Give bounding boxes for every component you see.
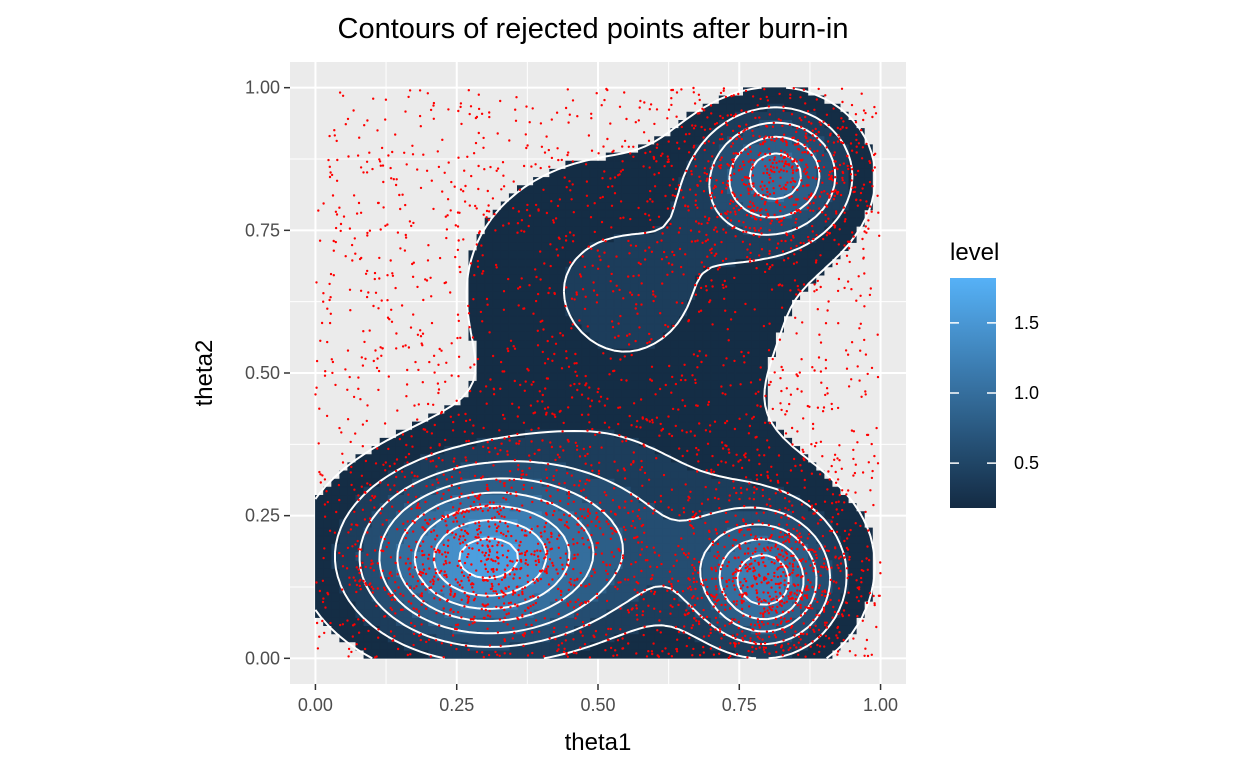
x-tick-label-3: 0.75 — [722, 695, 757, 715]
chart-title: Contours of rejected points after burn-i… — [338, 13, 849, 45]
contour-line-0 — [314, 86, 877, 660]
y-tick-label-4: 1.00 — [245, 78, 280, 98]
x-axis-title: theta1 — [565, 729, 632, 756]
x-axis: 0.00 0.25 0.50 0.75 1.00 — [298, 684, 898, 715]
legend-tick-label-2: 1.5 — [1014, 313, 1039, 333]
x-tick-label-2: 0.50 — [580, 695, 615, 715]
contour-line-4 — [396, 152, 805, 622]
y-axis: 0.00 0.25 0.50 0.75 1.00 — [245, 78, 290, 668]
x-tick-label-0: 0.00 — [298, 695, 333, 715]
y-tick-label-0: 0.00 — [245, 648, 280, 668]
y-tick-label-1: 0.25 — [245, 506, 280, 526]
legend-tick-label-0: 0.5 — [1014, 453, 1039, 473]
legend-title: level — [950, 239, 999, 266]
legend-tick-label-1: 1.0 — [1014, 383, 1039, 403]
y-tick-label-3: 0.75 — [245, 220, 280, 240]
contour-line-3 — [378, 135, 821, 635]
y-axis-title: theta2 — [191, 340, 218, 407]
legend: level 0.5 1.0 1.5 — [950, 239, 1039, 508]
y-tick-label-2: 0.50 — [245, 363, 280, 383]
x-tick-label-4: 1.00 — [863, 695, 898, 715]
legend-ticks: 0.5 1.0 1.5 — [950, 313, 1039, 473]
x-tick-label-1: 0.25 — [439, 695, 474, 715]
